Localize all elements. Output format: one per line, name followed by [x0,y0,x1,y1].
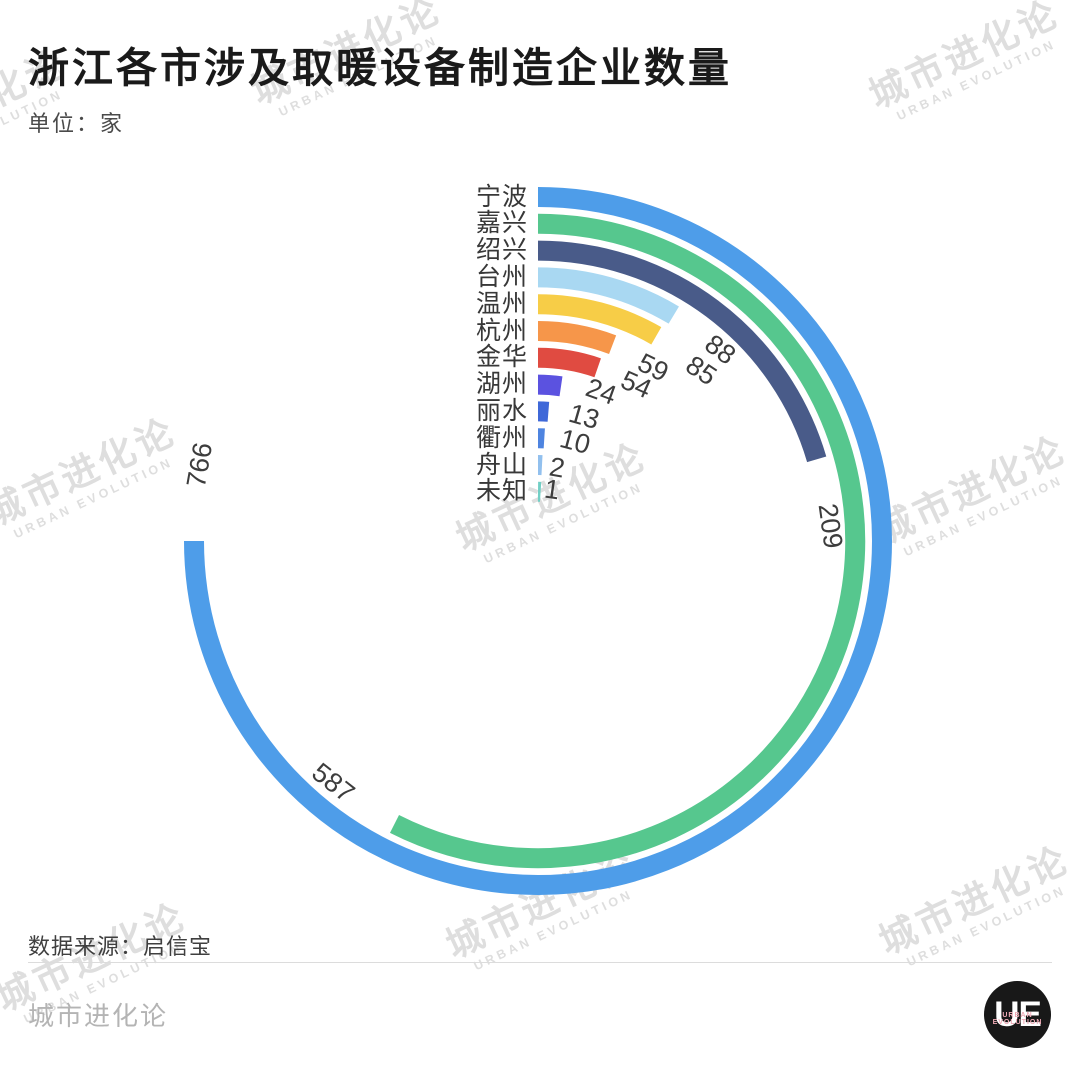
footer-divider [28,962,1052,963]
logo-subtext: URBAN EVOLUTION [992,1012,1043,1026]
data-source-note: 数据来源：启信宝 [28,934,213,959]
ring-arc-金华 [537,347,601,378]
ring-arc-嘉兴 [389,213,866,869]
unit-label: 单位：家 [28,111,125,136]
ring-arc-台州 [537,267,679,324]
ring-arc-绍兴 [537,240,827,463]
brand-logo: UE URBAN EVOLUTION [984,981,1051,1048]
page-title: 浙江各市涉及取暖设备制造企业数量 [28,45,732,91]
ring-arc-湖州 [537,374,563,397]
logo-ue-text: UE [994,995,1042,1034]
ring-arc-温州 [537,294,662,345]
brand-name: 城市进化论 [28,1001,169,1031]
ring-arc-杭州 [537,321,617,355]
ring-arc-宁波 [184,187,892,895]
